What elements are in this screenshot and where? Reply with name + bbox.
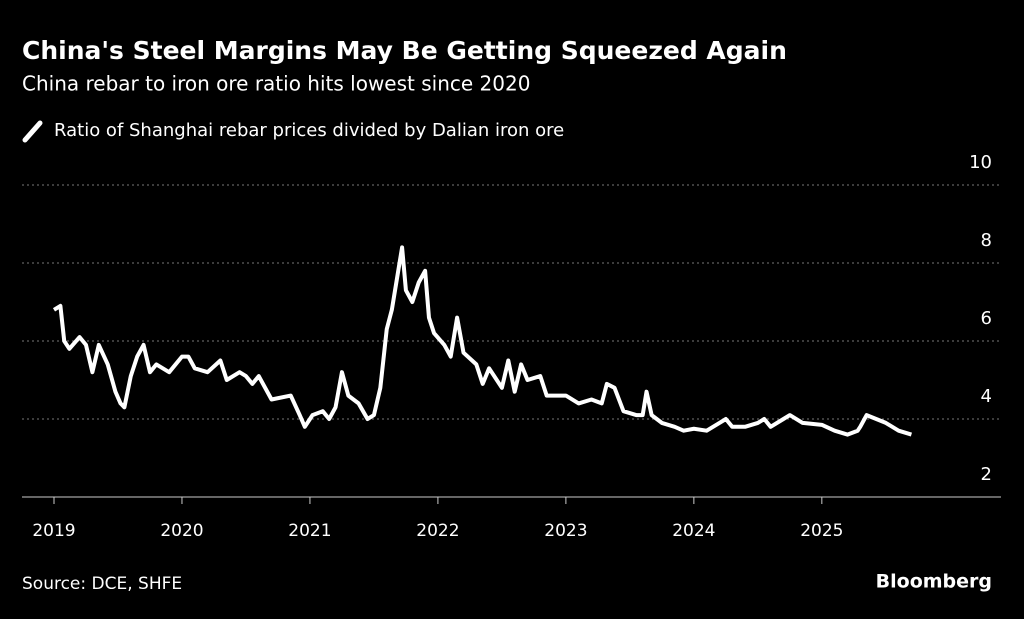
x-tick-label: 2020 (160, 521, 203, 541)
x-tick-label: 2022 (416, 521, 459, 541)
x-tick-label: 2019 (32, 521, 75, 541)
legend-label: Ratio of Shanghai rebar prices divided b… (54, 120, 564, 141)
y-tick-label: 4 (981, 386, 992, 407)
data-line (52, 245, 913, 437)
chart-title: China's Steel Margins May Be Getting Squ… (22, 36, 787, 65)
y-tick-label: 10 (969, 152, 992, 173)
source-note: Source: DCE, SHFE (22, 574, 182, 594)
y-tick-label: 8 (981, 230, 992, 251)
y-tick-label: 2 (981, 464, 992, 485)
legend-swatch (22, 120, 43, 143)
x-tick-label: 2024 (672, 521, 715, 541)
x-tick-label: 2021 (288, 521, 331, 541)
x-tick-label: 2025 (800, 521, 843, 541)
brand: Bloomberg (876, 571, 992, 593)
chart-subtitle: China rebar to iron ore ratio hits lowes… (22, 72, 530, 96)
x-tick-label: 2023 (544, 521, 587, 541)
y-tick-label: 6 (981, 308, 992, 329)
